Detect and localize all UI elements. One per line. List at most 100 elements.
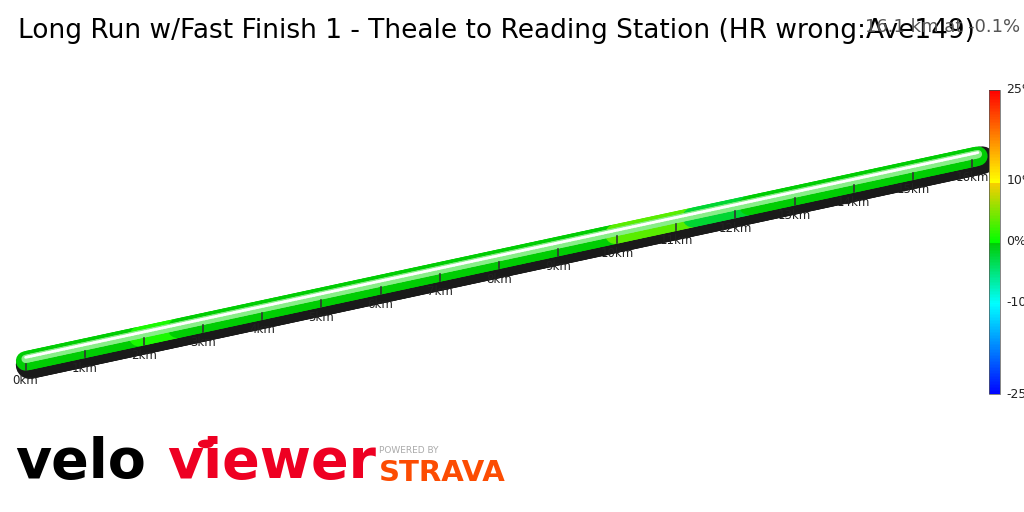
Bar: [989, 137, 1000, 138]
Bar: [989, 373, 1000, 374]
Bar: [989, 111, 1000, 113]
Bar: [989, 376, 1000, 377]
Bar: [989, 390, 1000, 391]
Bar: [989, 365, 1000, 367]
Bar: [989, 195, 1000, 196]
Bar: [989, 94, 1000, 96]
Bar: [989, 238, 1000, 239]
Bar: [989, 304, 1000, 306]
Bar: [989, 292, 1000, 294]
Bar: [989, 199, 1000, 201]
Bar: [989, 241, 1000, 242]
Bar: [989, 233, 1000, 234]
Bar: [989, 151, 1000, 152]
Bar: [989, 152, 1000, 154]
Bar: [989, 260, 1000, 262]
Bar: [989, 155, 1000, 157]
Bar: [989, 246, 1000, 248]
Bar: [989, 177, 1000, 178]
Bar: [989, 307, 1000, 309]
Bar: [989, 274, 1000, 275]
Bar: [989, 268, 1000, 269]
Bar: [989, 193, 1000, 195]
Bar: [989, 108, 1000, 110]
Bar: [989, 353, 1000, 355]
Bar: [989, 387, 1000, 388]
Text: velo: velo: [15, 436, 146, 490]
Bar: [989, 198, 1000, 199]
Bar: [989, 294, 1000, 295]
Bar: [989, 213, 1000, 215]
Bar: [989, 263, 1000, 265]
Bar: [989, 364, 1000, 365]
Bar: [989, 350, 1000, 352]
Bar: [989, 190, 1000, 191]
Bar: [989, 277, 1000, 279]
Bar: [989, 326, 1000, 327]
Bar: [989, 341, 1000, 343]
Bar: [989, 374, 1000, 376]
Bar: [989, 231, 1000, 233]
Bar: [989, 295, 1000, 297]
Bar: [989, 103, 1000, 105]
Bar: [989, 361, 1000, 362]
Text: 16.1 km at -0.1%: 16.1 km at -0.1%: [865, 18, 1020, 36]
Text: 13km: 13km: [778, 209, 811, 222]
Text: Long Run w/Fast Finish 1 - Theale to Reading Station (HR wrong:Ave149): Long Run w/Fast Finish 1 - Theale to Rea…: [18, 18, 975, 44]
Bar: [989, 174, 1000, 175]
Text: 10%: 10%: [1007, 175, 1024, 187]
Text: 9km: 9km: [545, 260, 571, 273]
Bar: [989, 255, 1000, 257]
Bar: [989, 393, 1000, 394]
Text: POWERED BY: POWERED BY: [379, 446, 438, 455]
Text: 16km: 16km: [955, 170, 989, 184]
Bar: [989, 185, 1000, 187]
Bar: [989, 329, 1000, 330]
Bar: [989, 379, 1000, 380]
Bar: [989, 158, 1000, 160]
Bar: [989, 211, 1000, 213]
Bar: [989, 312, 1000, 313]
Bar: [989, 215, 1000, 216]
Bar: [989, 105, 1000, 106]
Bar: [989, 355, 1000, 356]
Bar: [989, 257, 1000, 259]
Bar: [989, 243, 1000, 245]
Bar: [989, 385, 1000, 387]
Text: 3km: 3km: [190, 336, 216, 349]
Bar: [989, 132, 1000, 134]
Bar: [989, 219, 1000, 221]
Bar: [989, 336, 1000, 338]
Bar: [989, 120, 1000, 121]
Bar: [989, 208, 1000, 210]
Bar: [989, 367, 1000, 368]
Bar: [989, 218, 1000, 219]
Bar: [989, 239, 1000, 241]
Text: 5km: 5km: [308, 311, 334, 324]
Bar: [989, 143, 1000, 144]
Bar: [989, 368, 1000, 370]
Bar: [989, 96, 1000, 97]
Bar: [989, 272, 1000, 274]
Bar: [989, 178, 1000, 180]
Bar: [989, 184, 1000, 185]
Text: 6km: 6km: [368, 298, 393, 311]
Bar: [989, 230, 1000, 231]
Text: 7km: 7km: [427, 285, 453, 298]
Bar: [989, 388, 1000, 390]
Bar: [989, 359, 1000, 361]
Bar: [989, 114, 1000, 116]
Bar: [989, 245, 1000, 246]
Bar: [989, 291, 1000, 292]
Bar: [989, 324, 1000, 326]
Text: 0km: 0km: [12, 374, 39, 387]
Bar: [989, 169, 1000, 170]
Bar: [989, 102, 1000, 103]
Bar: [989, 349, 1000, 350]
Text: 25%: 25%: [1007, 83, 1024, 96]
Bar: [989, 228, 1000, 230]
Bar: [989, 391, 1000, 393]
Bar: [989, 339, 1000, 341]
Bar: [989, 225, 1000, 227]
Bar: [989, 135, 1000, 137]
